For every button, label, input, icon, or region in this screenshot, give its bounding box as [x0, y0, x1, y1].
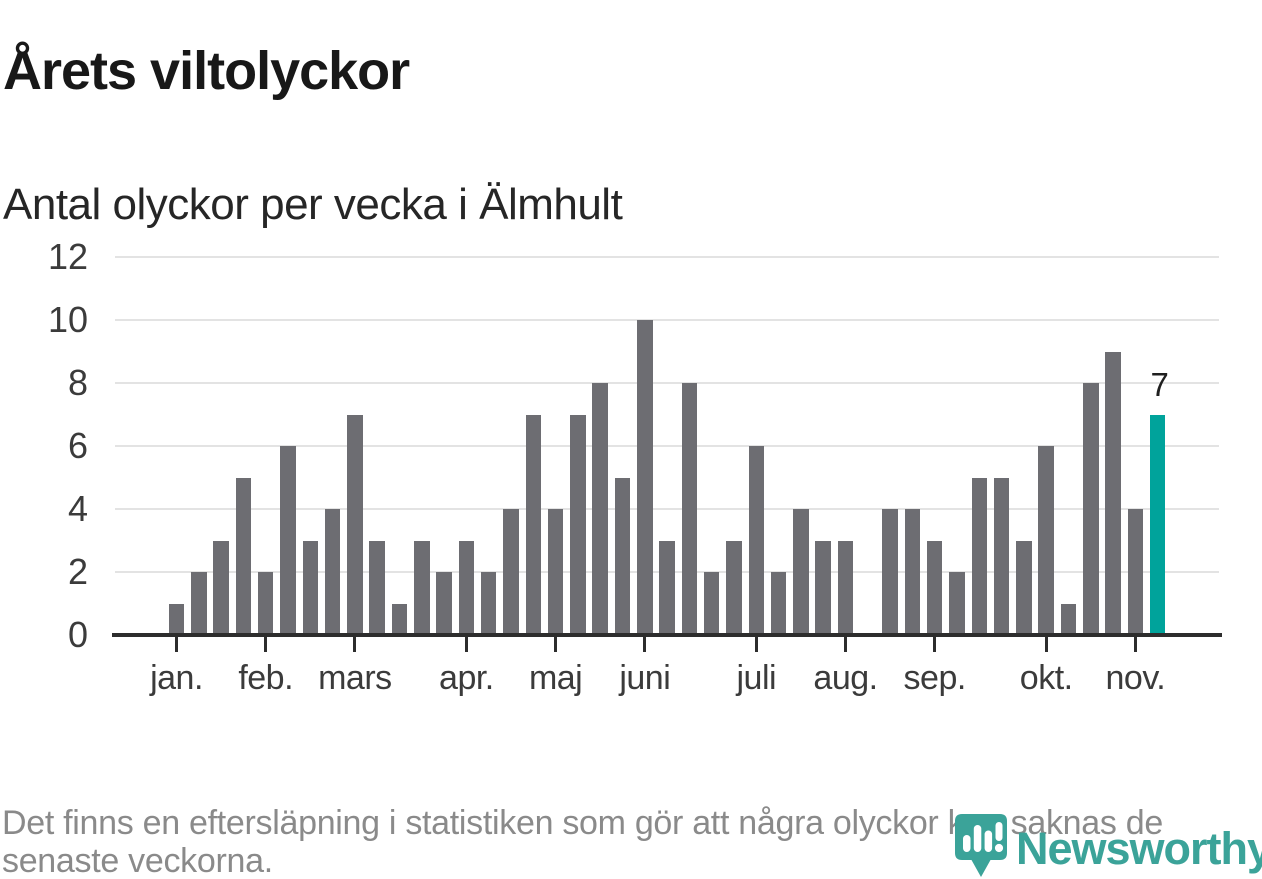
- bar-week-45: [1149, 414, 1166, 635]
- bar-week-18: [547, 509, 564, 635]
- newsworthy-wordmark: Newsworthy: [1016, 823, 1262, 874]
- bar-week-43: [1105, 351, 1121, 635]
- bar-week-2: [191, 572, 207, 635]
- bar-week-11: [391, 603, 408, 635]
- bar-week-36: [949, 572, 965, 635]
- bar-week-38: [993, 477, 1010, 635]
- bar-week-4: [235, 477, 252, 635]
- bar-week-17: [525, 414, 542, 635]
- bar-week-37: [971, 477, 988, 635]
- month-tick-maj: [554, 637, 558, 652]
- gridline-y-8: [115, 382, 1219, 384]
- month-label-mars: mars: [318, 659, 392, 697]
- month-tick-aug: [844, 637, 847, 652]
- y-tick-label-8: 8: [67, 362, 88, 403]
- month-tick-feb: [264, 637, 268, 652]
- bar-week-26: [726, 540, 742, 635]
- bar-week-27: [748, 446, 765, 635]
- footnote-line-2: senaste veckorna.: [2, 842, 273, 879]
- chart-subtitle: Antal olyckor per vecka i Älmhult: [3, 179, 623, 229]
- month-label-aug: aug.: [813, 659, 878, 697]
- month-label-jan: jan.: [150, 659, 203, 697]
- month-tick-juli: [754, 637, 758, 652]
- bar-week-9: [347, 414, 363, 635]
- bar-week-40: [1038, 446, 1054, 635]
- bar-week-3: [213, 540, 229, 635]
- y-tick-label-2: 2: [67, 551, 88, 592]
- month-tick-juni: [643, 637, 647, 652]
- x-axis-line: [112, 633, 1222, 637]
- bar-week-10: [369, 540, 385, 635]
- bar-week-8: [324, 509, 341, 635]
- y-tick-label-6: 6: [67, 425, 88, 466]
- bar-week-1: [168, 603, 185, 635]
- month-label-apr: apr.: [439, 659, 494, 697]
- bar-week-35: [926, 540, 943, 635]
- y-tick-label-12: 12: [47, 236, 88, 277]
- chart-title: Årets viltolyckor: [3, 41, 410, 102]
- y-tick-label-0: 0: [67, 614, 88, 655]
- bar-week-42: [1083, 383, 1099, 635]
- bar-week-29: [793, 509, 809, 635]
- bar-week-16: [503, 509, 519, 635]
- gridline-y-4: [115, 508, 1219, 510]
- highlight-value-label: 7: [1150, 365, 1169, 403]
- bar-week-7: [302, 540, 319, 635]
- bar-week-20: [592, 383, 608, 635]
- month-tick-mars: [353, 637, 357, 652]
- month-tick-apr: [464, 637, 468, 652]
- bar-week-44: [1127, 509, 1144, 635]
- bar-week-19: [570, 414, 586, 635]
- y-tick-label-4: 4: [67, 488, 88, 529]
- month-label-maj: maj: [528, 659, 583, 697]
- bar-week-31: [837, 540, 854, 635]
- bar-week-15: [480, 572, 497, 635]
- gridline-y-6: [115, 445, 1219, 447]
- bar-week-41: [1060, 603, 1077, 635]
- month-label-okt: okt.: [1019, 659, 1073, 697]
- bar-week-34: [904, 509, 921, 635]
- bar-week-12: [414, 540, 430, 635]
- bar-chart: 0 2 4 6 8 10 12 jan. feb. mars apr. maj juni juli aug.…: [47, 236, 1222, 697]
- newsworthy-logo: Newsworthy: [955, 814, 1262, 879]
- month-label-sep: sep.: [903, 659, 967, 697]
- bar-week-39: [1016, 540, 1032, 635]
- month-label-juni: juni: [619, 659, 671, 697]
- bar-week-5: [257, 572, 274, 635]
- month-label-juli: juli: [736, 659, 777, 697]
- bar-week-28: [770, 572, 787, 635]
- bar-week-24: [681, 383, 698, 635]
- gridline-y-12: [115, 256, 1219, 258]
- bar-week-6: [280, 446, 296, 635]
- month-tick-nov: [1133, 637, 1137, 652]
- bar-week-25: [703, 572, 720, 635]
- month-tick-okt: [1044, 637, 1048, 652]
- newsworthy-barchart-pin-icon: [955, 814, 1007, 877]
- month-label-nov: nov.: [1105, 659, 1166, 697]
- month-label-feb: feb.: [238, 659, 294, 697]
- month-tick-sep: [933, 637, 937, 652]
- y-tick-label-10: 10: [47, 299, 88, 340]
- bar-week-23: [659, 540, 675, 635]
- month-tick-jan: [175, 637, 178, 652]
- gridline-y-10: [115, 319, 1219, 321]
- bar-week-22: [637, 320, 653, 635]
- bar-week-30: [815, 540, 831, 635]
- bar-week-21: [614, 477, 631, 635]
- bar-week-33: [882, 509, 898, 635]
- bar-week-13: [436, 572, 452, 635]
- bar-week-14: [458, 540, 475, 635]
